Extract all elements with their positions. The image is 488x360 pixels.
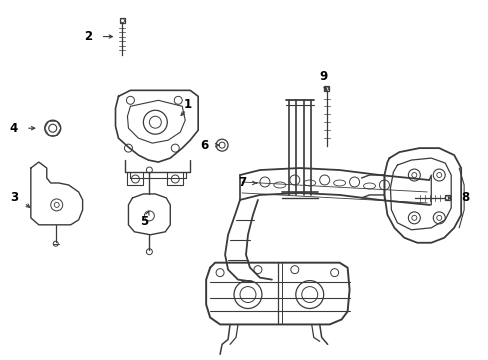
Bar (324, 86, 328, 91)
Text: 9: 9 (319, 70, 327, 83)
Text: 5: 5 (140, 215, 148, 228)
Text: 3: 3 (10, 192, 18, 204)
Text: 7: 7 (237, 176, 245, 189)
Bar (444, 195, 449, 201)
Text: 4: 4 (10, 122, 18, 135)
Text: 1: 1 (183, 98, 192, 111)
Text: 8: 8 (460, 192, 468, 204)
Text: 6: 6 (200, 139, 208, 152)
Bar (120, 18, 125, 23)
Text: 2: 2 (84, 30, 92, 43)
